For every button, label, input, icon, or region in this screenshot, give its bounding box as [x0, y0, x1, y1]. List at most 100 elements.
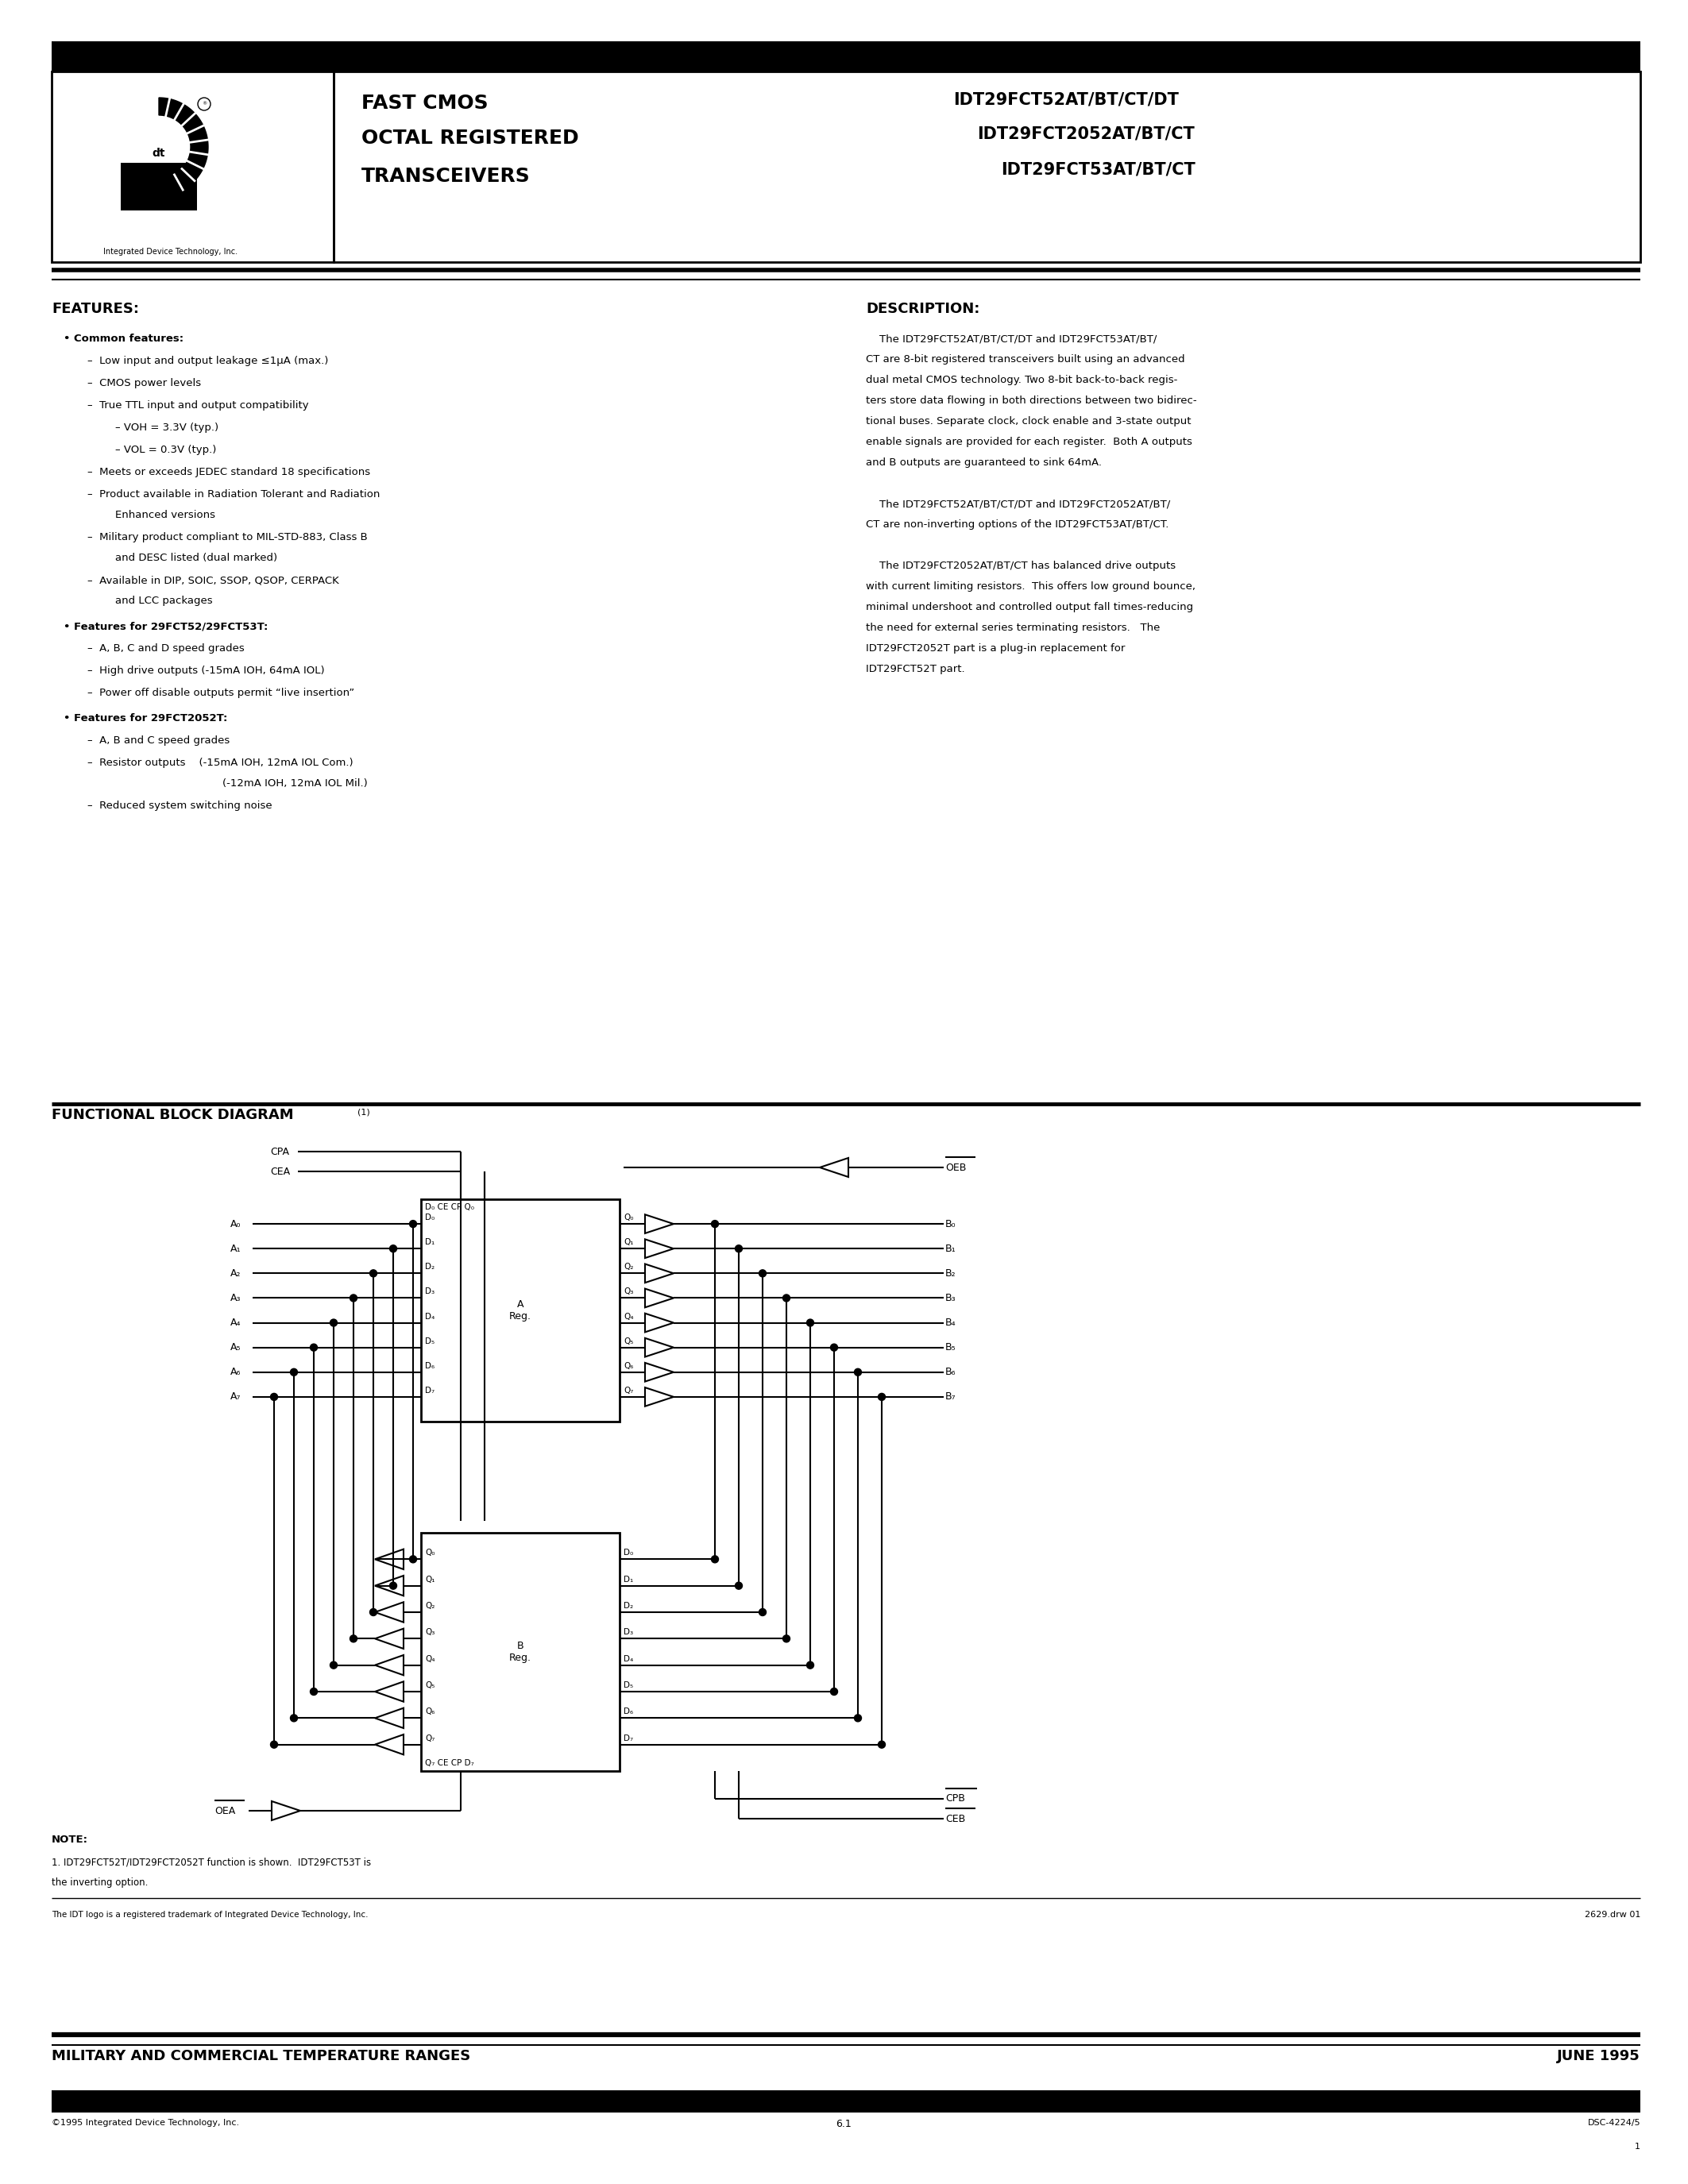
Text: The IDT29FCT2052AT/BT/CT has balanced drive outputs: The IDT29FCT2052AT/BT/CT has balanced dr… [866, 561, 1177, 570]
Text: 1: 1 [1634, 2143, 1641, 2151]
Circle shape [270, 1741, 277, 1747]
Circle shape [270, 1393, 277, 1400]
Text: FUNCTIONAL BLOCK DIAGRAM: FUNCTIONAL BLOCK DIAGRAM [52, 1107, 294, 1123]
Text: DESCRIPTION:: DESCRIPTION: [866, 301, 979, 317]
Circle shape [311, 1688, 317, 1695]
Text: A₁: A₁ [230, 1243, 241, 1254]
Text: –  A, B, C and D speed grades: – A, B, C and D speed grades [88, 644, 245, 653]
Text: ters store data flowing in both directions between two bidirec-: ters store data flowing in both directio… [866, 395, 1197, 406]
Text: B₁: B₁ [945, 1243, 955, 1254]
Text: –  CMOS power levels: – CMOS power levels [88, 378, 201, 389]
Text: D₅: D₅ [425, 1337, 434, 1345]
Circle shape [349, 1636, 358, 1642]
Text: Q₅: Q₅ [425, 1682, 436, 1688]
Text: 6.1: 6.1 [836, 2118, 851, 2129]
Circle shape [783, 1636, 790, 1642]
Text: • Features for 29FCT52/29FCT53T:: • Features for 29FCT52/29FCT53T: [64, 620, 268, 631]
Text: B
Reg.: B Reg. [510, 1640, 532, 1662]
Text: A₀: A₀ [230, 1219, 241, 1230]
Bar [334, 72, 1641, 262]
Text: D₂: D₂ [623, 1601, 633, 1610]
Text: D₀: D₀ [623, 1548, 633, 1557]
Text: A₄: A₄ [230, 1317, 241, 1328]
Circle shape [760, 1269, 766, 1278]
Bar [122, 164, 197, 210]
Text: 2629.drw 01: 2629.drw 01 [1585, 1911, 1641, 1920]
Text: –  Available in DIP, SOIC, SSOP, QSOP, CERPACK: – Available in DIP, SOIC, SSOP, QSOP, CE… [88, 574, 339, 585]
Polygon shape [159, 98, 208, 197]
Text: Q₇: Q₇ [425, 1734, 436, 1743]
Text: with current limiting resistors.  This offers low ground bounce,: with current limiting resistors. This of… [866, 581, 1195, 592]
Bar [52, 41, 1641, 72]
Text: IDT29FCT52AT/BT/CT/DT: IDT29FCT52AT/BT/CT/DT [954, 92, 1178, 107]
Text: A₇: A₇ [230, 1391, 241, 1402]
Text: Q₁: Q₁ [425, 1575, 436, 1583]
Text: D₄: D₄ [623, 1655, 633, 1662]
Text: the inverting option.: the inverting option. [52, 1878, 149, 1887]
Text: OEA: OEA [214, 1806, 235, 1815]
Circle shape [736, 1581, 743, 1590]
Text: D₁: D₁ [623, 1575, 633, 1583]
Text: B₃: B₃ [945, 1293, 955, 1304]
Text: B₇: B₇ [945, 1391, 955, 1402]
Text: FEATURES:: FEATURES: [52, 301, 138, 317]
Text: ©1995 Integrated Device Technology, Inc.: ©1995 Integrated Device Technology, Inc. [52, 2118, 240, 2127]
Text: D₆: D₆ [425, 1363, 434, 1369]
Text: NOTE:: NOTE: [52, 1835, 88, 1845]
Bar [420, 1533, 619, 1771]
Text: Q₅: Q₅ [623, 1337, 633, 1345]
Text: IDT29FCT52T part.: IDT29FCT52T part. [866, 664, 966, 675]
Text: D₀: D₀ [425, 1214, 436, 1221]
Text: Q₃: Q₃ [623, 1289, 633, 1295]
Text: and B outputs are guaranteed to sink 64mA.: and B outputs are guaranteed to sink 64m… [866, 456, 1102, 467]
Text: (-12mA IOH, 12mA IOL Mil.): (-12mA IOH, 12mA IOL Mil.) [223, 778, 368, 788]
Text: minimal undershoot and controlled output fall times-reducing: minimal undershoot and controlled output… [866, 603, 1193, 612]
Text: A₃: A₃ [230, 1293, 241, 1304]
Circle shape [331, 1662, 338, 1669]
Text: –  Product available in Radiation Tolerant and Radiation: – Product available in Radiation Toleran… [88, 489, 380, 500]
Text: IDT29FCT2052AT/BT/CT: IDT29FCT2052AT/BT/CT [977, 124, 1195, 142]
Text: tional buses. Separate clock, clock enable and 3-state output: tional buses. Separate clock, clock enab… [866, 417, 1192, 426]
Text: • Common features:: • Common features: [64, 334, 184, 343]
Text: B₆: B₆ [945, 1367, 955, 1378]
Text: Q₇ CE CP D₇: Q₇ CE CP D₇ [425, 1758, 474, 1767]
Text: the need for external series terminating resistors.   The: the need for external series terminating… [866, 622, 1160, 633]
Circle shape [736, 1245, 743, 1251]
Text: D₀ CE CP Q₀: D₀ CE CP Q₀ [425, 1203, 474, 1212]
Circle shape [410, 1555, 417, 1564]
Text: Q₁: Q₁ [623, 1238, 633, 1247]
Text: –  Meets or exceeds JEDEC standard 18 specifications: – Meets or exceeds JEDEC standard 18 spe… [88, 467, 370, 478]
Circle shape [854, 1714, 861, 1721]
Text: The IDT logo is a registered trademark of Integrated Device Technology, Inc.: The IDT logo is a registered trademark o… [52, 1911, 368, 1920]
Text: Integrated Device Technology, Inc.: Integrated Device Technology, Inc. [103, 247, 238, 256]
Text: D₁: D₁ [425, 1238, 436, 1247]
Text: OEB: OEB [945, 1162, 966, 1173]
Text: –  High drive outputs (-15mA IOH, 64mA IOL): – High drive outputs (-15mA IOH, 64mA IO… [88, 666, 324, 675]
Text: D₂: D₂ [425, 1262, 434, 1271]
Text: Q₄: Q₄ [425, 1655, 436, 1662]
Text: B₂: B₂ [945, 1269, 955, 1278]
Text: D₆: D₆ [623, 1708, 633, 1717]
Text: Enhanced versions: Enhanced versions [115, 509, 216, 520]
Text: and LCC packages: and LCC packages [115, 596, 213, 605]
Circle shape [783, 1295, 790, 1302]
Circle shape [807, 1662, 814, 1669]
Circle shape [370, 1610, 376, 1616]
Text: Q₆: Q₆ [425, 1708, 436, 1717]
Text: Q₃: Q₃ [425, 1629, 436, 1636]
Circle shape [760, 1610, 766, 1616]
Text: and DESC listed (dual marked): and DESC listed (dual marked) [115, 553, 277, 563]
Text: D₇: D₇ [623, 1734, 633, 1743]
Text: A₂: A₂ [230, 1269, 241, 1278]
Circle shape [331, 1319, 338, 1326]
Circle shape [349, 1295, 358, 1302]
Text: CEA: CEA [270, 1166, 290, 1177]
Text: MILITARY AND COMMERCIAL TEMPERATURE RANGES: MILITARY AND COMMERCIAL TEMPERATURE RANG… [52, 2049, 471, 2064]
Text: D₇: D₇ [425, 1387, 434, 1396]
Circle shape [290, 1369, 297, 1376]
Text: A₅: A₅ [230, 1343, 241, 1352]
Text: B₅: B₅ [945, 1343, 955, 1352]
Circle shape [807, 1319, 814, 1326]
Circle shape [311, 1343, 317, 1352]
Text: – VOH = 3.3V (typ.): – VOH = 3.3V (typ.) [115, 422, 218, 432]
